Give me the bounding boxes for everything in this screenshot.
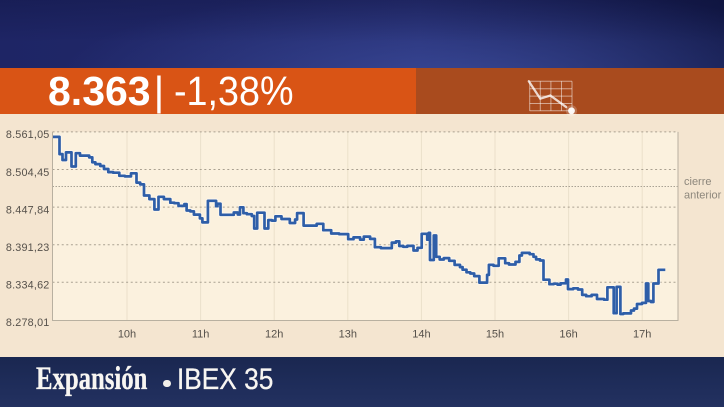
svg-text:16h: 16h [559,328,577,340]
svg-text:8.334,62: 8.334,62 [6,280,50,292]
svg-text:anterior: anterior [684,189,722,201]
svg-text:13h: 13h [339,328,357,340]
svg-text:8.391,23: 8.391,23 [6,242,50,254]
svg-text:8.504,45: 8.504,45 [6,167,50,179]
svg-text:11h: 11h [192,328,210,340]
svg-text:15h: 15h [486,328,504,340]
svg-text:14h: 14h [412,328,430,340]
svg-text:8.447,84: 8.447,84 [6,204,50,216]
svg-text:17h: 17h [633,328,651,340]
svg-text:8.561,05: 8.561,05 [6,129,50,141]
svg-text:cierre: cierre [684,176,712,188]
svg-text:12h: 12h [265,328,283,340]
svg-text:8.278,01: 8.278,01 [6,317,50,329]
svg-text:10h: 10h [118,328,136,340]
